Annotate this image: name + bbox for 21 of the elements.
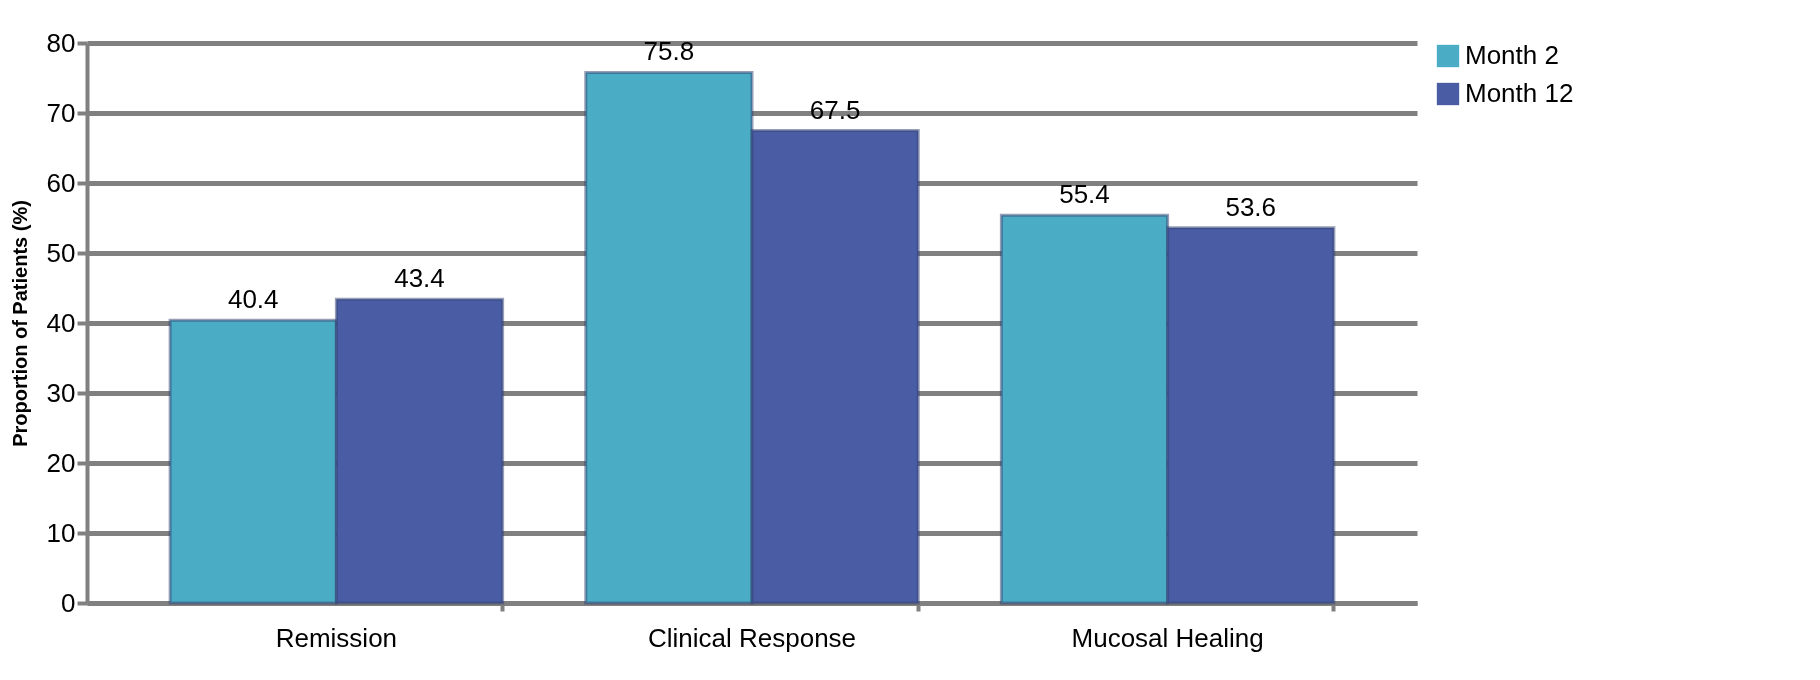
data-label: 55.4 <box>1059 179 1110 210</box>
y-axis-title: Proportion of Patients (%) <box>8 200 31 447</box>
y-tick-label: 0 <box>61 587 76 618</box>
y-tick-label: 80 <box>46 27 76 58</box>
legend-label: Month 12 <box>1465 78 1574 108</box>
y-tick-label: 70 <box>46 97 76 128</box>
data-label: 75.8 <box>643 36 695 67</box>
x-tick-label: Mucosal Healing <box>1071 622 1264 653</box>
y-tick-label: 60 <box>46 167 76 198</box>
legend-label: Month 2 <box>1465 40 1559 70</box>
y-tick-label: 30 <box>46 377 76 408</box>
y-tick-label: 10 <box>46 517 76 548</box>
data-label: 67.5 <box>809 94 861 125</box>
x-tick-label: Clinical Response <box>647 622 857 653</box>
data-label: 40.4 <box>227 284 279 315</box>
x-tick-label: Remission <box>275 622 398 653</box>
y-tick-label: 20 <box>46 447 76 478</box>
data-label: 43.4 <box>394 263 445 294</box>
y-tick-label: 40 <box>46 307 76 338</box>
y-tick-label: 50 <box>46 237 76 268</box>
data-label: 53.6 <box>1225 191 1277 222</box>
